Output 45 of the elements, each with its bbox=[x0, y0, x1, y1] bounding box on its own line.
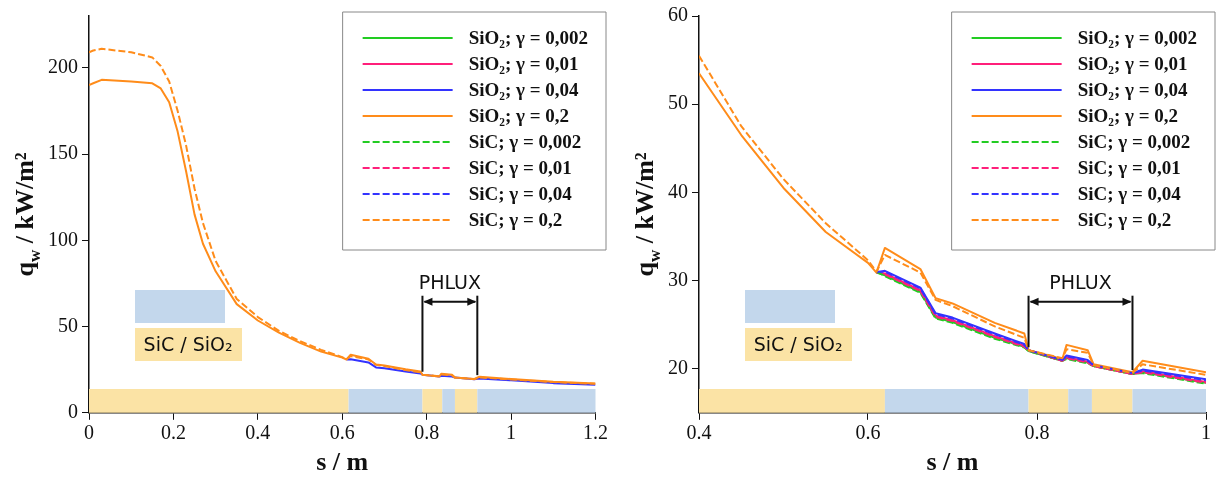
legend-label: SiO₂; γ = 0,04 bbox=[468, 78, 579, 100]
x-tick-label: 0.8 bbox=[414, 421, 440, 444]
x-tick-label: 0.2 bbox=[160, 421, 186, 444]
legend-label: SiO₂; γ = 0,002 bbox=[1077, 26, 1198, 48]
legend-label: SiC; γ = 0,2 bbox=[468, 208, 563, 230]
annotation: SiC / SiO₂ bbox=[744, 327, 852, 361]
x-axis-title: s / m bbox=[316, 447, 369, 477]
y-tick-label: 60 bbox=[668, 3, 688, 26]
y-tick-label: 200 bbox=[48, 55, 78, 78]
legend-label: SiC; γ = 0,2 bbox=[1077, 208, 1172, 230]
y-tick-label: 50 bbox=[58, 313, 78, 336]
y-tick-label: 20 bbox=[668, 355, 688, 378]
y-tick-label: 50 bbox=[668, 91, 688, 114]
legend-label: SiC; γ = 0,04 bbox=[1077, 182, 1182, 204]
x-tick-label: 1 bbox=[1201, 421, 1211, 444]
ref-line-label: PHLUX bbox=[1049, 271, 1112, 294]
x-tick-label: 0 bbox=[84, 421, 94, 444]
x-tick-label: 0.8 bbox=[1024, 421, 1050, 444]
x-tick-label: 0.6 bbox=[329, 421, 355, 444]
legend-label: SiC; γ = 0,002 bbox=[1077, 130, 1191, 152]
annotation: SiC / SiO₂ bbox=[134, 327, 242, 361]
y-tick-label: 150 bbox=[48, 141, 78, 164]
legend-label: SiO₂; γ = 0,2 bbox=[468, 104, 570, 126]
legend-label: SiO₂; γ = 0,01 bbox=[1077, 52, 1188, 74]
y-axis-title: qw / kW/m² bbox=[10, 152, 44, 277]
legend-label: SiC; γ = 0,01 bbox=[1077, 156, 1181, 178]
y-tick-label: 100 bbox=[48, 227, 78, 250]
legend-label: SiO₂; γ = 0,002 bbox=[468, 26, 589, 48]
legend-label: SiC; γ = 0,04 bbox=[468, 182, 573, 204]
y-axis-title: qw / kW/m² bbox=[630, 152, 664, 277]
y-tick-label: 40 bbox=[668, 179, 688, 202]
legend-label: SiC; γ = 0,002 bbox=[468, 130, 582, 152]
x-axis-title: s / m bbox=[926, 447, 979, 477]
x-tick-label: 0.4 bbox=[245, 421, 271, 444]
x-tick-label: 1.2 bbox=[583, 421, 608, 444]
ref-line-label: PHLUX bbox=[418, 271, 482, 294]
x-tick-label: 0.6 bbox=[855, 421, 881, 444]
y-tick-label: 0 bbox=[68, 400, 78, 423]
y-tick-label: 30 bbox=[668, 267, 688, 290]
legend-label: SiC; γ = 0,01 bbox=[468, 156, 572, 178]
x-tick-label: 0.4 bbox=[686, 421, 712, 444]
legend-label: SiO₂; γ = 0,04 bbox=[1077, 78, 1188, 100]
legend-label: SiO₂; γ = 0,2 bbox=[1077, 104, 1179, 126]
legend-label: SiO₂; γ = 0,01 bbox=[468, 52, 579, 74]
x-tick-label: 1 bbox=[506, 421, 517, 444]
